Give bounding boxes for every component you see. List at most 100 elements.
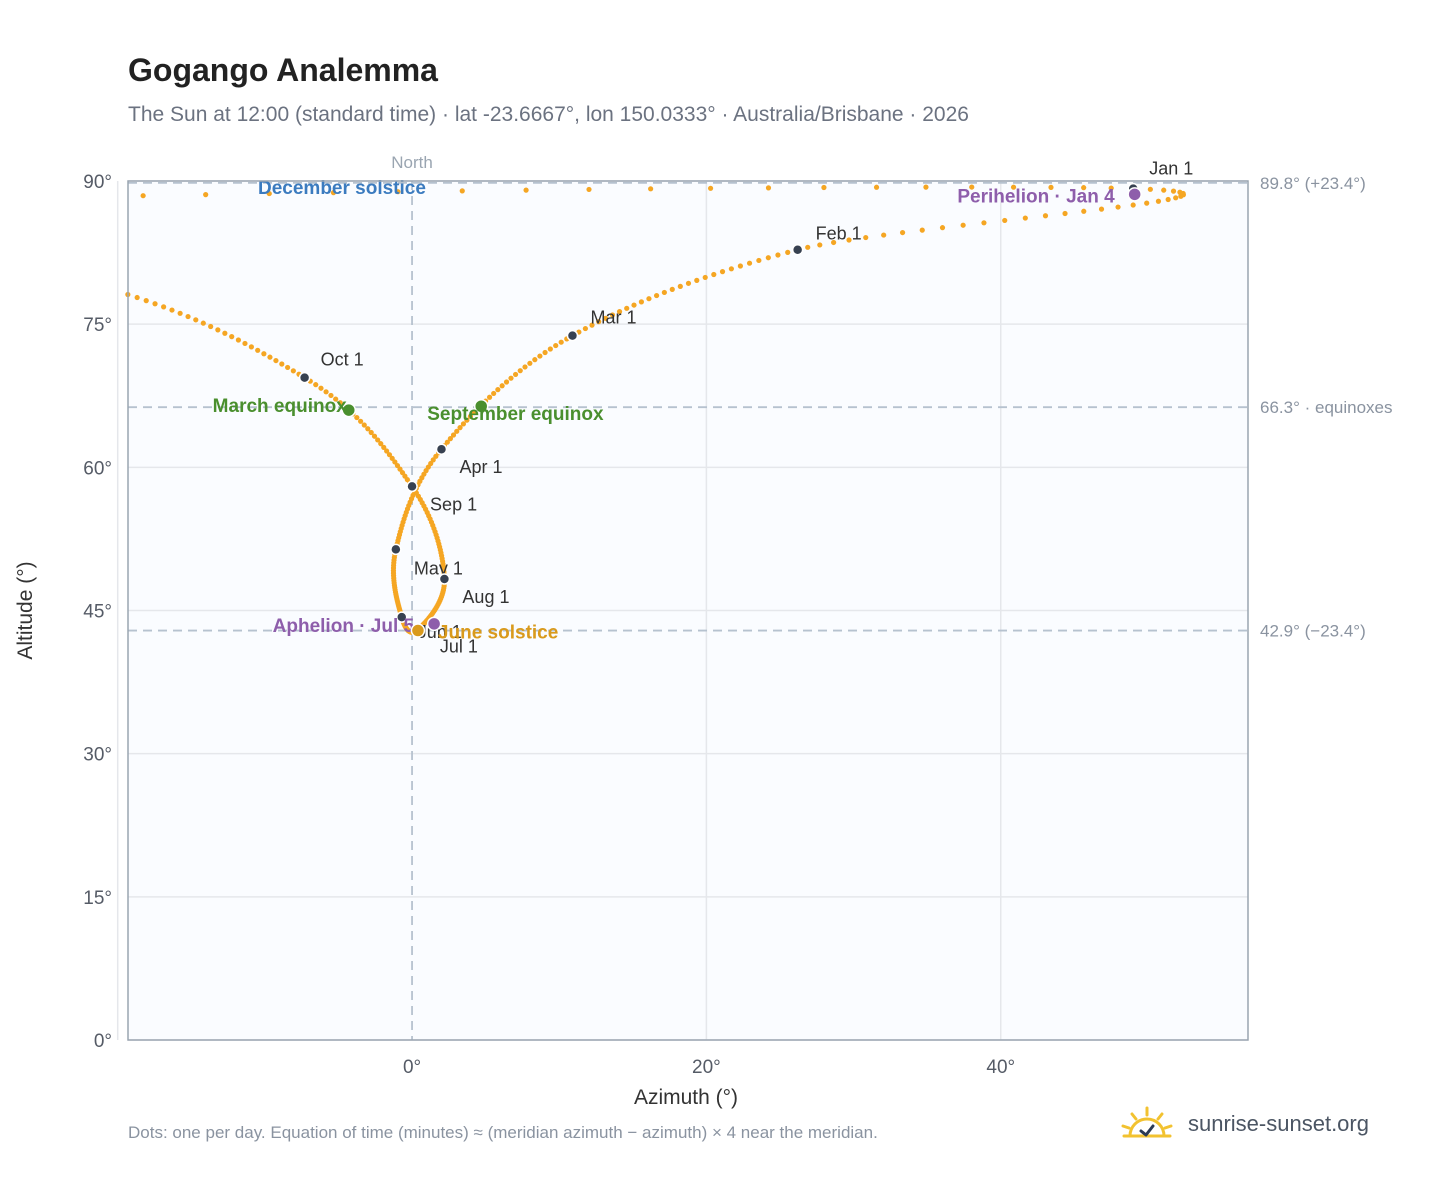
daily-sun-dot (134, 294, 140, 301)
daily-sun-dot (547, 346, 553, 352)
daily-sun-dot (873, 184, 880, 190)
daily-sun-dot (532, 357, 538, 363)
daily-sun-dot (193, 317, 199, 323)
daily-sun-dot (491, 390, 497, 397)
daily-sun-dot (394, 462, 401, 469)
daily-sun-dot (602, 315, 609, 321)
daily-sun-dot (648, 186, 654, 192)
meridian-label: North (391, 153, 433, 172)
daily-sun-dot (1130, 202, 1136, 208)
daily-sun-dot (765, 185, 772, 191)
daily-sun-dot (1115, 204, 1121, 210)
daily-sun-dot (508, 375, 514, 381)
event-marker-label: March equinox (213, 396, 348, 417)
brand-name: sunrise-sunset.org (1188, 1111, 1369, 1136)
month-marker-dot (406, 480, 418, 493)
event-marker-label: Aphelion · Jul 5 (273, 616, 415, 637)
x-axis-label: Azimuth (°) (634, 1086, 738, 1109)
daily-sun-dot (775, 252, 781, 258)
daily-sun-dot (553, 342, 559, 349)
daily-sun-dot (685, 280, 692, 286)
daily-sun-dot (215, 327, 221, 333)
daily-sun-dot (638, 299, 645, 305)
daily-sun-dot (596, 319, 602, 325)
daily-sun-dot (323, 389, 329, 395)
daily-sun-dot (1178, 193, 1184, 199)
daily-sun-dot (728, 266, 734, 272)
x-tick-label: 40° (986, 1057, 1015, 1078)
daily-sun-dot (831, 239, 837, 246)
daily-sun-dot (444, 439, 450, 445)
month-marker-dot (566, 329, 579, 342)
event-marker-label: December solstice (258, 178, 426, 199)
month-marker-dot (390, 543, 402, 556)
daily-sun-dot (522, 364, 528, 370)
daily-sun-dot (523, 187, 529, 193)
daily-sun-dot (208, 323, 214, 330)
daily-sun-dot (702, 274, 708, 281)
y-tick-label: 45° (83, 602, 112, 623)
daily-sun-dot (1098, 206, 1105, 212)
daily-sun-dot (1042, 213, 1049, 219)
daily-sun-dot (1144, 200, 1150, 206)
event-marker-dot (410, 623, 426, 638)
daily-sun-dot (517, 368, 523, 374)
event-marker-label: Perihelion · Jan 4 (957, 186, 1115, 207)
daily-sun-dot (222, 330, 228, 336)
daily-sun-dot (1010, 184, 1017, 190)
month-marker-label: Aug 1 (462, 587, 509, 607)
daily-sun-dot (939, 225, 946, 231)
brand[interactable]: sunrise-sunset.org (1120, 1102, 1369, 1146)
daily-sun-dot (161, 304, 167, 310)
daily-sun-dot (746, 260, 753, 266)
daily-sun-dot (589, 322, 595, 328)
y-tick-label: 30° (83, 745, 112, 766)
daily-sun-dot (384, 448, 390, 454)
daily-sun-dot (653, 292, 660, 299)
daily-sun-dot (923, 184, 929, 190)
reference-line-label: 66.3° · equinoxes (1260, 398, 1393, 417)
event-marker-dot (426, 616, 442, 632)
month-marker-label: Oct 1 (321, 350, 364, 370)
daily-sun-dot (694, 277, 700, 283)
daily-sun-dot (863, 234, 869, 241)
daily-sun-dot (381, 444, 387, 450)
daily-sun-dot (631, 302, 637, 308)
y-tick-label: 60° (83, 458, 112, 479)
daily-sun-dot (558, 339, 564, 345)
daily-sun-dot (169, 307, 175, 313)
daily-sun-dot (669, 286, 675, 292)
daily-sun-dot (616, 309, 623, 315)
daily-sun-dot (495, 387, 501, 393)
month-marker-label: May 1 (414, 558, 463, 578)
event-marker-label: June solstice (438, 623, 558, 644)
daily-sun-dot (471, 409, 477, 416)
daily-sun-dot (140, 193, 146, 199)
daily-sun-dot (1108, 185, 1114, 191)
daily-sun-dot (646, 296, 652, 302)
daily-sun-dot (737, 263, 743, 269)
daily-sun-dot (1048, 184, 1054, 190)
daily-sun-dot (881, 232, 887, 238)
month-marker-dot (395, 611, 408, 623)
daily-sun-dot (235, 337, 242, 343)
daily-sun-dot (624, 305, 630, 311)
daily-sun-dot (503, 379, 510, 385)
daily-sun-dot (330, 190, 337, 196)
daily-sun-dot (313, 382, 319, 388)
event-marker-dot (341, 402, 357, 418)
daily-sun-dot (464, 417, 470, 423)
daily-sun-dot (371, 433, 378, 439)
reference-line-label: 89.8° (+23.4°) (1260, 174, 1366, 193)
daily-sun-dot (960, 222, 966, 228)
daily-sun-dot (273, 357, 279, 364)
daily-sun-dot (354, 414, 360, 421)
y-axis-label: Altitude (°) (14, 561, 37, 659)
daily-sun-dot (433, 453, 439, 459)
event-marker-dot (473, 398, 489, 414)
month-marker-label: Sep 1 (430, 494, 477, 514)
daily-sun-dot (248, 344, 254, 350)
daily-sun-dot (805, 244, 811, 250)
